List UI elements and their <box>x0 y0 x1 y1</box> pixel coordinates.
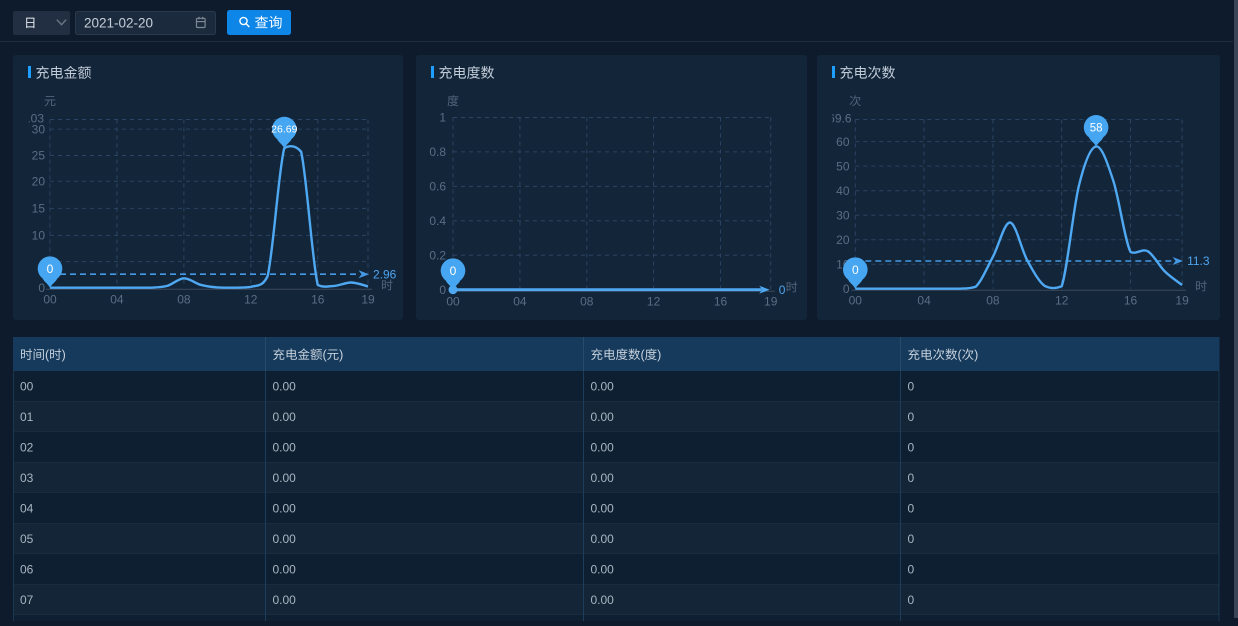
svg-text:0: 0 <box>908 410 915 424</box>
svg-text:20: 20 <box>32 175 46 189</box>
svg-text:0.4: 0.4 <box>429 214 446 228</box>
svg-text:2021-02-20: 2021-02-20 <box>84 16 153 31</box>
svg-text:0: 0 <box>439 283 446 297</box>
svg-text:05: 05 <box>20 532 34 546</box>
svg-text:0.00: 0.00 <box>591 501 615 515</box>
svg-text:08: 08 <box>580 294 594 308</box>
svg-text:04: 04 <box>917 293 931 307</box>
svg-text:0.00: 0.00 <box>591 532 615 546</box>
svg-text:12: 12 <box>646 294 660 308</box>
svg-text:40: 40 <box>836 184 850 198</box>
svg-text:0.00: 0.00 <box>591 562 615 576</box>
svg-text:0: 0 <box>908 471 915 485</box>
svg-text:16: 16 <box>311 292 325 306</box>
svg-text:19: 19 <box>361 292 375 306</box>
svg-text:26.69: 26.69 <box>271 124 297 136</box>
svg-text:00: 00 <box>20 380 34 394</box>
svg-text:31.03: 31.03 <box>14 111 44 125</box>
svg-text:0: 0 <box>38 281 45 295</box>
svg-text:25: 25 <box>32 149 46 163</box>
svg-text:0: 0 <box>449 264 456 278</box>
svg-text:12: 12 <box>244 292 258 306</box>
svg-text:0.00: 0.00 <box>591 380 615 394</box>
svg-text:16: 16 <box>1124 293 1138 307</box>
svg-text:0: 0 <box>778 283 785 297</box>
svg-text:0.00: 0.00 <box>591 593 615 607</box>
svg-text:0.00: 0.00 <box>591 441 615 455</box>
svg-text:0: 0 <box>908 532 915 546</box>
svg-text:11.3: 11.3 <box>1187 254 1210 268</box>
svg-text:): ) <box>974 348 978 362</box>
svg-text:0: 0 <box>852 263 859 277</box>
svg-text:): ) <box>657 348 661 362</box>
svg-text:(: ( <box>323 348 328 362</box>
svg-text:0: 0 <box>47 262 54 276</box>
svg-text:10: 10 <box>32 229 46 243</box>
svg-text:0.00: 0.00 <box>273 380 297 394</box>
svg-text:0.00: 0.00 <box>591 471 615 485</box>
svg-text:03: 03 <box>20 471 34 485</box>
svg-text:08: 08 <box>177 292 191 306</box>
svg-text:0.00: 0.00 <box>273 562 297 576</box>
svg-text:0: 0 <box>908 380 915 394</box>
svg-text:30: 30 <box>836 208 850 222</box>
svg-text:69.6: 69.6 <box>828 111 852 125</box>
svg-text:20: 20 <box>836 233 850 247</box>
svg-text:2.96: 2.96 <box>373 267 397 281</box>
svg-text:0.00: 0.00 <box>273 532 297 546</box>
svg-text:0.00: 0.00 <box>273 410 297 424</box>
svg-text:1: 1 <box>439 111 446 125</box>
svg-text:15: 15 <box>32 202 46 216</box>
svg-text:16: 16 <box>713 294 727 308</box>
svg-text:0: 0 <box>908 501 915 515</box>
svg-text:0.00: 0.00 <box>591 410 615 424</box>
svg-text:50: 50 <box>836 159 850 173</box>
svg-text:0.2: 0.2 <box>429 249 446 263</box>
svg-text:58: 58 <box>1090 122 1103 134</box>
svg-text:04: 04 <box>513 294 527 308</box>
svg-text:0.00: 0.00 <box>273 593 297 607</box>
svg-text:07: 07 <box>20 593 34 607</box>
svg-text:02: 02 <box>20 441 34 455</box>
svg-text:(: ( <box>641 348 646 362</box>
svg-text:0: 0 <box>908 562 915 576</box>
svg-text:04: 04 <box>20 501 34 515</box>
svg-text:60: 60 <box>836 135 850 149</box>
svg-text:): ) <box>339 348 343 362</box>
svg-text:08: 08 <box>986 293 1000 307</box>
svg-text:0: 0 <box>843 282 850 296</box>
svg-text:0.8: 0.8 <box>429 145 446 159</box>
svg-text:(: ( <box>45 348 50 362</box>
svg-text:19: 19 <box>1175 293 1189 307</box>
svg-text:0.00: 0.00 <box>273 501 297 515</box>
svg-text:00: 00 <box>849 293 863 307</box>
svg-text:00: 00 <box>446 294 460 308</box>
svg-text:01: 01 <box>20 410 34 424</box>
svg-text:): ) <box>62 348 66 362</box>
svg-text:0: 0 <box>908 441 915 455</box>
svg-text:0: 0 <box>908 593 915 607</box>
svg-text:0.00: 0.00 <box>273 471 297 485</box>
svg-text:30: 30 <box>32 122 46 136</box>
svg-text:19: 19 <box>764 294 778 308</box>
svg-text:0.6: 0.6 <box>429 180 446 194</box>
svg-text:0.00: 0.00 <box>273 441 297 455</box>
svg-text:12: 12 <box>1055 293 1069 307</box>
svg-text:04: 04 <box>110 292 124 306</box>
svg-text:00: 00 <box>43 292 57 306</box>
svg-text:06: 06 <box>20 562 34 576</box>
svg-text:(: ( <box>958 348 963 362</box>
